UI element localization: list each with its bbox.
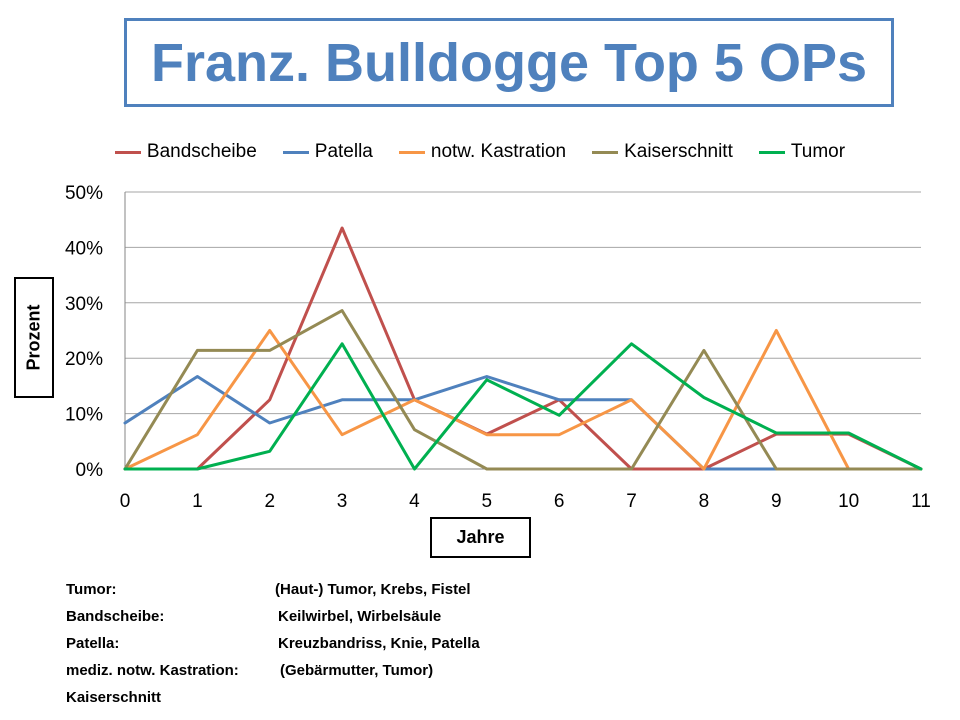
x-tick-label: 9 — [771, 491, 782, 512]
x-axis-label-box: Jahre — [430, 517, 531, 558]
legend-item: Kaiserschnitt — [592, 141, 733, 163]
legend-item: Tumor — [758, 141, 846, 163]
legend-label: Tumor — [790, 141, 846, 162]
legend-swatch — [282, 150, 309, 154]
series-line — [123, 309, 923, 471]
series-line — [123, 342, 923, 471]
y-tick-label: 40% — [65, 238, 103, 259]
note-row: Kaiserschnitt — [66, 684, 666, 711]
y-tick-label: 30% — [65, 294, 103, 315]
x-tick-label: 0 — [120, 491, 131, 512]
legend-item: notw. Kastration — [398, 141, 567, 163]
legend-swatch — [398, 150, 425, 154]
note-term: Kaiserschnitt — [66, 689, 162, 706]
series-line — [123, 329, 923, 471]
legend-item: Patella — [282, 141, 373, 163]
x-tick-label: 3 — [337, 491, 348, 512]
y-tick-label: 20% — [65, 349, 103, 370]
x-tick-label: 8 — [699, 491, 710, 512]
x-tick-label: 1 — [192, 491, 203, 512]
note-desc: Keilwirbel, Wirbelsäule — [278, 608, 442, 625]
chart-legend: Bandscheibe Patella notw. Kastration Kaiser… — [0, 138, 960, 166]
legend-swatch — [592, 150, 619, 154]
legend-label: Patella — [314, 141, 373, 162]
x-tick-label: 7 — [626, 491, 637, 512]
x-tick-label: 10 — [838, 491, 859, 512]
note-desc: Kreuzbandriss, Knie, Patella — [278, 635, 480, 652]
title-box: Franz. Bulldogge Top 5 OPs — [124, 18, 894, 107]
x-tick-label: 5 — [482, 491, 493, 512]
chart-title: Franz. Bulldogge Top 5 OPs — [150, 32, 868, 93]
legend-label: Kaiserschnitt — [624, 141, 733, 162]
x-tick-label: 2 — [264, 491, 275, 512]
x-tick-label: 4 — [409, 491, 420, 512]
legend-item: Bandscheibe — [114, 141, 257, 163]
y-axis-label: Prozent — [23, 304, 44, 371]
y-tick-label: 10% — [65, 405, 103, 426]
legend-label: notw. Kastration — [430, 141, 567, 162]
category-notes: Tumor: (Haut-) Tumor, Krebs, Fistel Band… — [66, 576, 666, 711]
note-desc: (Gebärmutter, Tumor) — [280, 662, 434, 679]
x-axis-label: Jahre — [456, 527, 505, 547]
note-row: Tumor: (Haut-) Tumor, Krebs, Fistel — [66, 576, 666, 603]
note-desc: (Haut-) Tumor, Krebs, Fistel — [275, 581, 471, 598]
note-term: Patella: — [66, 635, 120, 652]
y-tick-label: 0% — [76, 460, 104, 481]
note-term: Bandscheibe: — [66, 608, 165, 625]
legend-label: Bandscheibe — [146, 141, 257, 162]
legend-swatch — [114, 150, 141, 154]
note-row: Patella: Kreuzbandriss, Knie, Patella — [66, 630, 666, 657]
note-row: mediz. notw. Kastration: (Gebärmutter, T… — [66, 657, 666, 684]
note-term: Tumor: — [66, 581, 117, 598]
y-tick-label: 50% — [65, 183, 103, 204]
note-row: Bandscheibe: Keilwirbel, Wirbelsäule — [66, 603, 666, 630]
x-tick-label: 11 — [911, 491, 931, 512]
x-tick-label: 6 — [554, 491, 565, 512]
y-axis-label-box: Prozent — [14, 277, 54, 398]
legend-swatch — [758, 150, 785, 154]
note-term: mediz. notw. Kastration: — [66, 662, 239, 679]
